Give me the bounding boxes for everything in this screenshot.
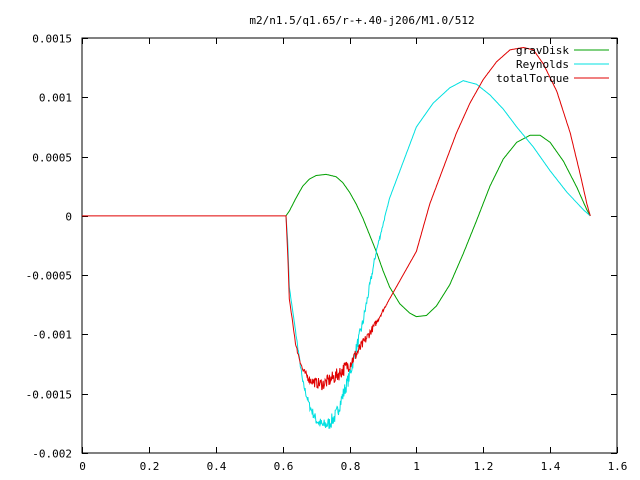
y-tick-label: 0.0015 [32, 33, 72, 46]
y-tick-label: -0.0015 [26, 389, 72, 402]
x-tick-label: 0.8 [341, 460, 361, 473]
x-tick-label: 0.2 [140, 460, 160, 473]
y-tick-label: 0.0005 [32, 152, 72, 165]
axes: 0 0.2 0.4 0.6 0.8 1 1.2 1.4 1.6 -0.002 -0.0015 -0.0… [26, 33, 628, 474]
legend-label-totaltorque: totalTorque [496, 72, 569, 85]
series-line-gravdisk [285, 134, 591, 318]
y-tick-label: -0.0005 [26, 270, 72, 283]
legend-label-gravdisk: gravDisk [516, 44, 569, 57]
x-tick-label: 0.4 [207, 460, 227, 473]
plot-frame [81, 37, 618, 454]
y-tick-label: -0.002 [32, 448, 72, 461]
y-tick-label: 0.001 [39, 92, 72, 105]
y-tick-label: 0 [65, 211, 72, 224]
x-tick-label: 0 [79, 460, 86, 473]
x-tick-label: 1.2 [474, 460, 494, 473]
chart-title: m2/n1.5/q1.65/r-+.40-j206/M1.0/512 [249, 14, 474, 27]
x-tick-label: 1 [413, 460, 420, 473]
y-tick-label: -0.001 [32, 329, 72, 342]
legend-label-reynolds: Reynolds [516, 58, 569, 71]
x-tick-label: 0.6 [274, 460, 294, 473]
series-line-totaltorque [82, 46, 591, 391]
x-tick-label: 1.4 [541, 460, 561, 473]
x-tick-label: 1.6 [608, 460, 628, 473]
series-layer [82, 46, 591, 429]
series-line-reynolds [285, 80, 591, 429]
